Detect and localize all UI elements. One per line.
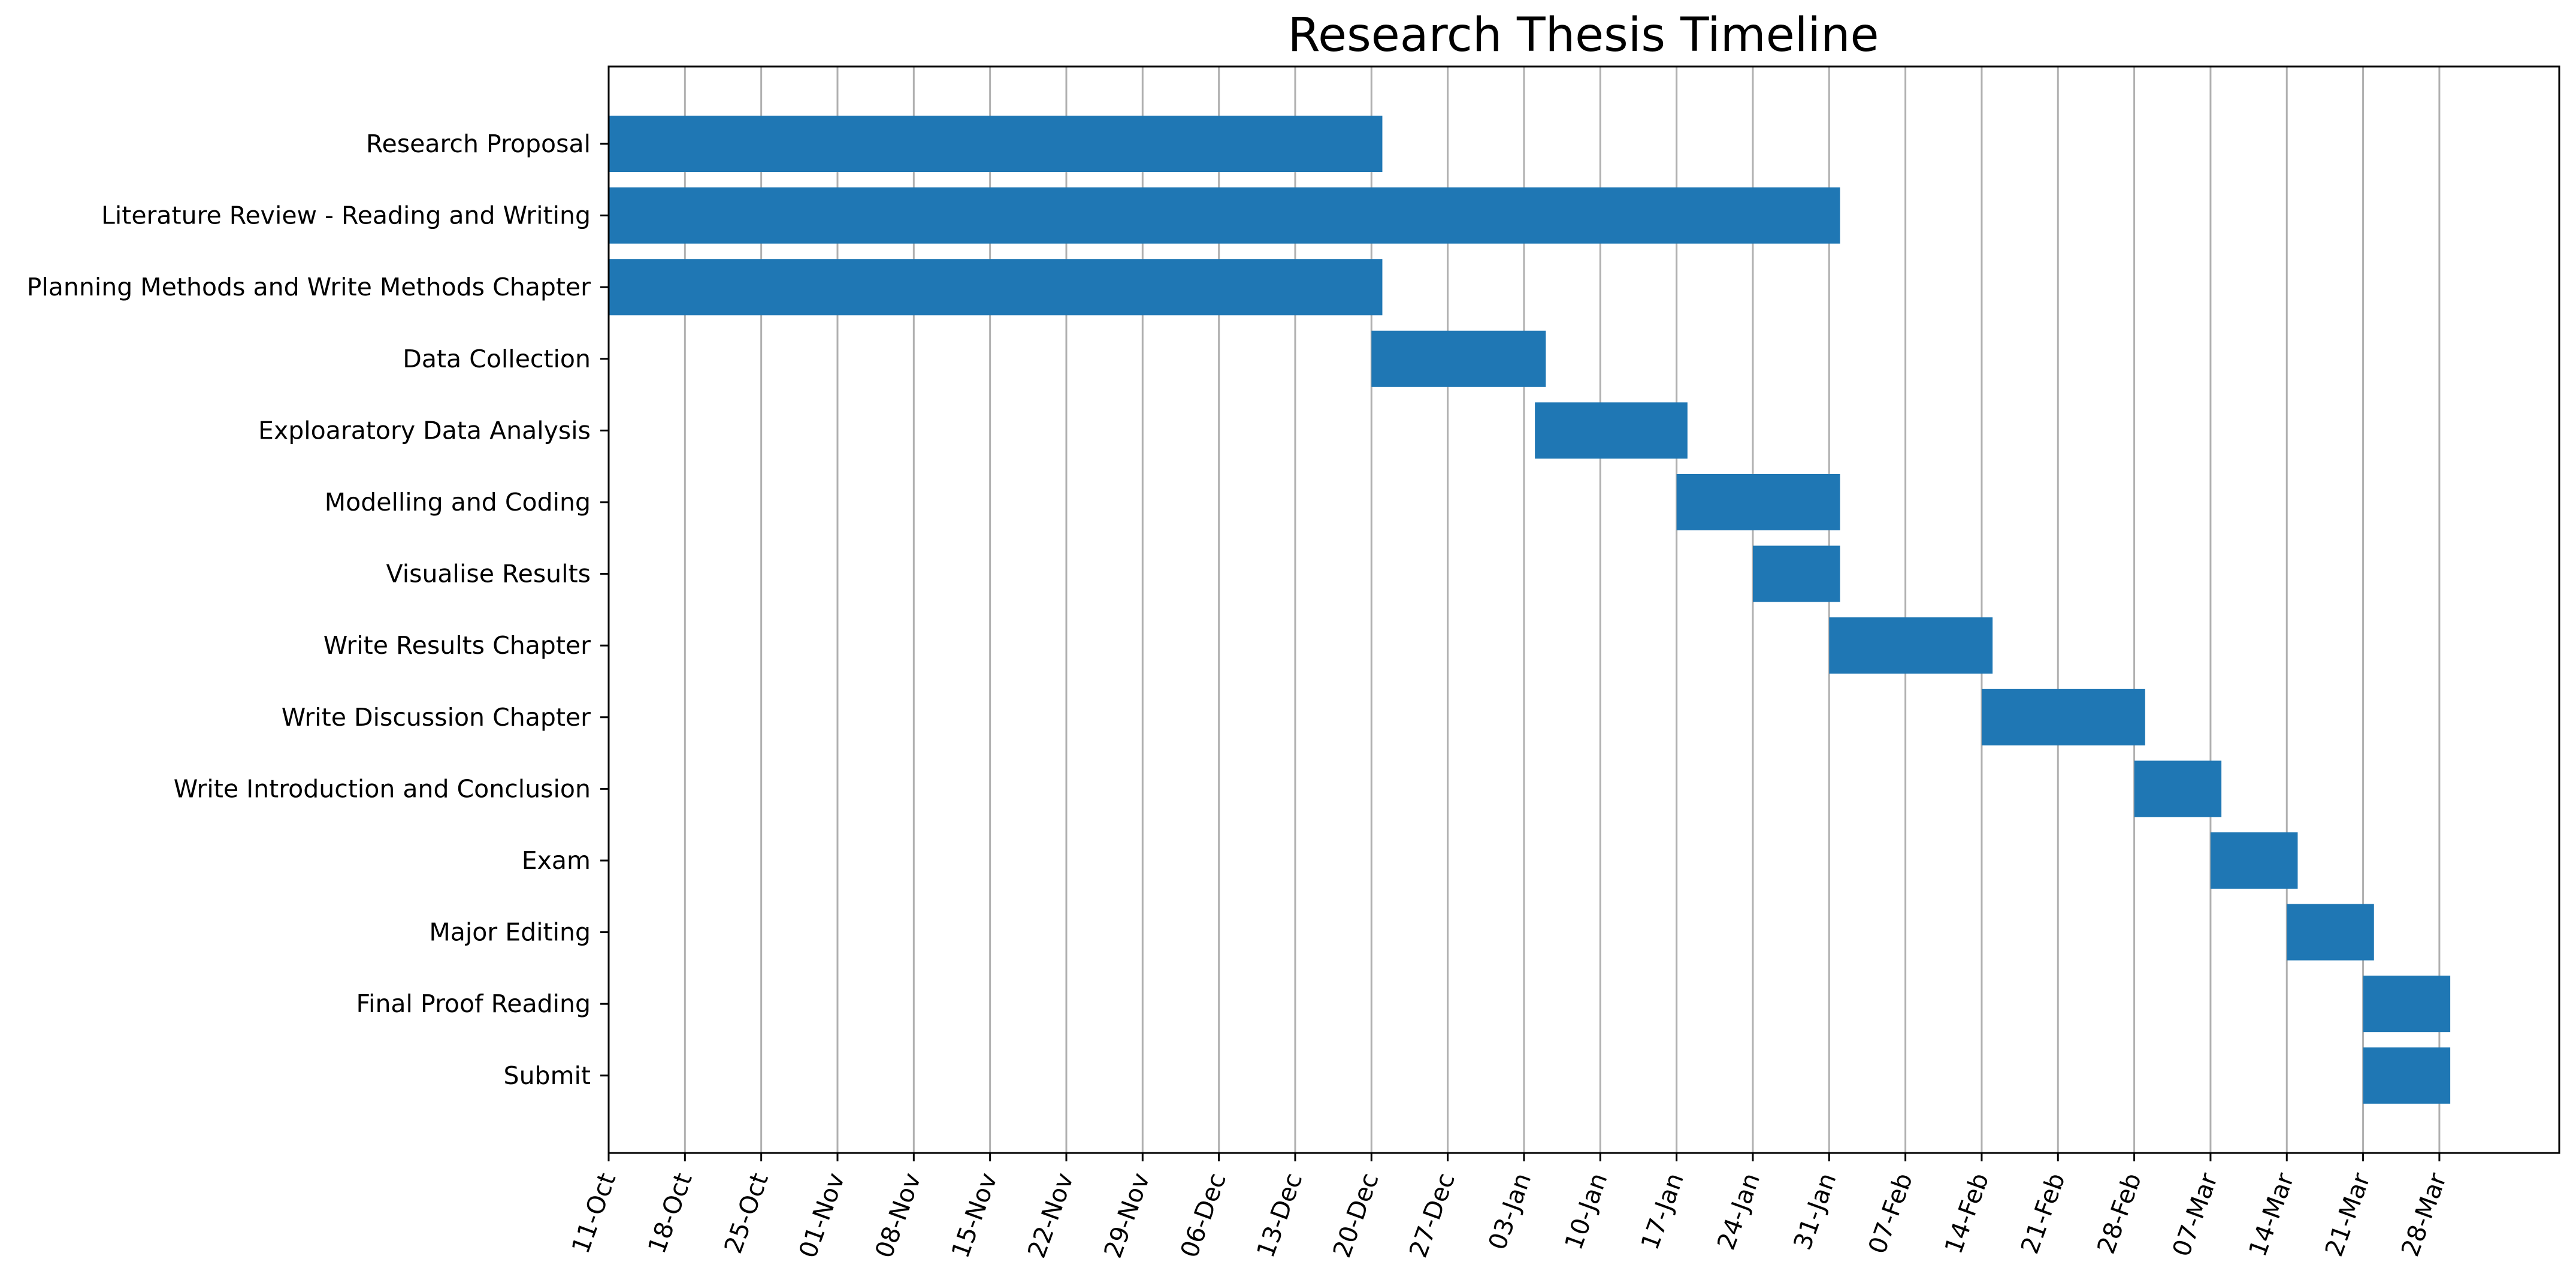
x-tick-label: 07-Mar <box>2167 1169 2224 1260</box>
task-bar <box>1829 617 1993 674</box>
y-tick-label: Submit <box>504 1061 591 1090</box>
x-tick-label: 18-Oct <box>642 1169 698 1257</box>
x-tick-label: 29-Nov <box>1098 1169 1155 1262</box>
y-tick-label: Research Proposal <box>366 129 591 158</box>
task-bar <box>2134 760 2222 817</box>
task-bar <box>609 187 1840 244</box>
x-tick-label: 21-Feb <box>2015 1169 2071 1258</box>
y-tick-label: Write Results Chapter <box>323 631 591 660</box>
x-tick-label: 20-Dec <box>1328 1169 1384 1261</box>
y-tick-label: Visualise Results <box>386 560 591 588</box>
task-bars <box>609 116 2451 1104</box>
x-tick-label: 11-Oct <box>566 1169 622 1257</box>
x-tick-label: 14-Feb <box>1939 1169 1994 1258</box>
x-tick-label: 25-Oct <box>718 1169 774 1257</box>
task-bar <box>1676 474 1840 530</box>
task-bar <box>1535 402 1688 459</box>
plot-frame <box>607 65 2560 1154</box>
task-bar <box>609 259 1383 316</box>
x-tick-label: 21-Mar <box>2320 1169 2377 1260</box>
x-tick-label: 10-Jan <box>1559 1169 1613 1254</box>
chart-title: Research Thesis Timeline <box>1287 8 1879 62</box>
y-tick-label: Planning Methods and Write Methods Chapt… <box>27 273 591 301</box>
x-tick-label: 14-Mar <box>2243 1169 2300 1260</box>
task-bar <box>2363 1047 2451 1104</box>
y-tick-label: Final Proof Reading <box>356 989 591 1018</box>
task-bar <box>2287 904 2374 961</box>
y-tick-label: Write Introduction and Conclusion <box>174 774 591 803</box>
x-tick-label: 22-Nov <box>1022 1169 1079 1262</box>
x-axis-ticks: 11-Oct 18-Oct 25-Oct 01-Nov 08-Nov 15-Nov 22-N… <box>566 1153 2453 1262</box>
task-bar <box>609 116 1383 172</box>
y-tick-label: Major Editing <box>429 918 591 947</box>
x-tick-label: 17-Jan <box>1635 1169 1689 1254</box>
y-tick-label: Modelling and Coding <box>325 488 591 517</box>
task-bar <box>2210 832 2298 889</box>
grid-lines <box>607 67 2441 1153</box>
x-tick-label: 08-Nov <box>869 1169 926 1262</box>
y-tick-label: Literature Review - Reading and Writing <box>101 201 591 230</box>
task-bar <box>1371 330 1546 387</box>
task-bar <box>1752 545 1840 602</box>
x-tick-label: 01-Nov <box>793 1169 850 1262</box>
x-tick-label: 07-Feb <box>1863 1169 1918 1258</box>
x-tick-label: 03-Jan <box>1483 1169 1537 1254</box>
x-tick-label: 06-Dec <box>1175 1169 1232 1261</box>
x-tick-label: 15-Nov <box>946 1169 1003 1262</box>
y-tick-label: Write Discussion Chapter <box>282 703 591 732</box>
x-tick-label: 31-Jan <box>1788 1169 1842 1254</box>
x-tick-label: 27-Dec <box>1404 1169 1461 1261</box>
x-tick-label: 13-Dec <box>1251 1169 1308 1261</box>
x-tick-label: 28-Feb <box>2091 1169 2147 1258</box>
y-tick-label: Exam <box>522 846 591 875</box>
y-axis-ticks: Research Proposal Literature Review - Rea… <box>27 129 609 1090</box>
task-bar <box>1981 689 2145 745</box>
y-tick-label: Exploaratory Data Analysis <box>258 416 591 445</box>
task-bar <box>2363 976 2451 1033</box>
x-tick-label: 24-Jan <box>1712 1169 1765 1254</box>
y-tick-label: Data Collection <box>403 345 591 373</box>
x-tick-label: 28-Mar <box>2396 1169 2453 1260</box>
